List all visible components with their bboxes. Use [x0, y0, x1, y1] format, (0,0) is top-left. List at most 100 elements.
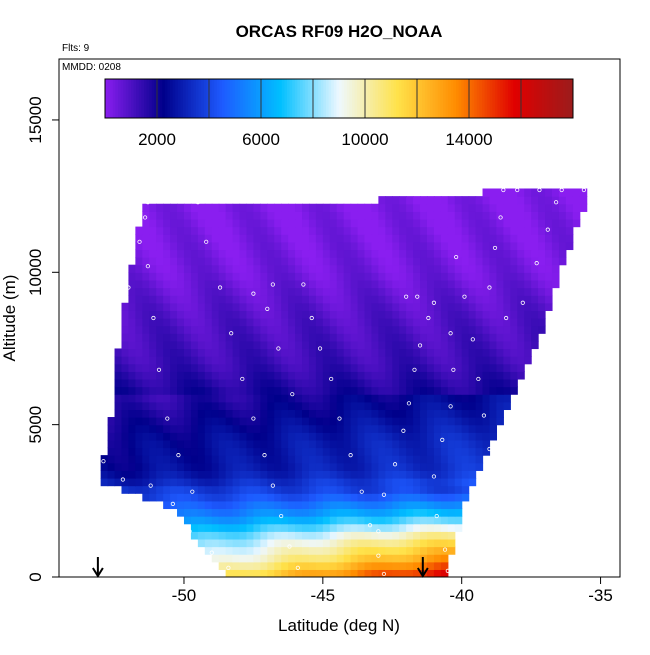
heatmap-cell	[253, 561, 261, 570]
heatmap-cell	[413, 493, 421, 502]
heatmap-cell	[322, 516, 331, 525]
heatmap-cell	[197, 318, 206, 327]
heatmap-cell	[503, 234, 511, 243]
heatmap-cell	[197, 249, 206, 258]
heatmap-cell	[551, 188, 560, 197]
heatmap-cell	[426, 417, 435, 426]
heatmap-cell	[461, 363, 470, 372]
heatmap-cell	[183, 417, 192, 426]
heatmap-cell	[302, 333, 310, 342]
heatmap-cell	[246, 500, 254, 510]
flight-track-point	[401, 428, 406, 433]
heatmap-cell	[538, 287, 546, 296]
heatmap-cell	[163, 340, 171, 350]
heatmap-cell	[329, 447, 338, 456]
heatmap-cell	[447, 348, 456, 357]
y-tick-label: 10000	[26, 249, 45, 296]
heatmap-cell	[468, 401, 477, 411]
heatmap-cell	[239, 295, 248, 304]
heatmap-cell	[156, 348, 164, 357]
heatmap-cell	[378, 401, 386, 411]
heatmap-cell	[364, 203, 373, 212]
heatmap-cell	[329, 333, 338, 342]
heatmap-cell	[204, 523, 213, 532]
heatmap-cell	[239, 439, 248, 449]
heatmap-cell	[156, 264, 164, 273]
heatmap-cell	[357, 516, 366, 525]
heatmap-cell	[177, 325, 185, 334]
heatmap-cell	[308, 417, 317, 426]
heatmap-cell	[225, 310, 234, 319]
heatmap-cell	[315, 493, 324, 502]
heatmap-cell	[281, 272, 289, 281]
heatmap-cell	[420, 546, 428, 555]
heatmap-cell	[531, 325, 539, 334]
heatmap-cell	[190, 447, 199, 456]
heatmap-cell	[142, 401, 150, 411]
heatmap-cell	[163, 218, 171, 228]
heatmap-cell	[510, 378, 518, 388]
heatmap-cell	[211, 493, 220, 502]
heatmap-cell	[336, 378, 345, 388]
heatmap-cell	[232, 264, 241, 273]
heatmap-cell	[371, 378, 379, 388]
heatmap-cell	[558, 218, 567, 228]
heatmap-cell	[531, 264, 539, 273]
heatmap-cell	[253, 447, 261, 456]
colorbar-swatch	[552, 79, 556, 118]
heatmap-cell	[392, 272, 400, 281]
heatmap-cell	[211, 203, 220, 212]
chart-title: ORCAS RF09 H2O_NOAA	[236, 22, 443, 41]
heatmap-cell	[371, 340, 379, 350]
heatmap-cell	[385, 302, 393, 311]
heatmap-cell	[218, 211, 227, 220]
heatmap-cell	[288, 272, 296, 281]
heatmap-cell	[538, 188, 546, 197]
heatmap-cell	[246, 569, 254, 577]
heatmap-cell	[433, 477, 442, 487]
colorbar-swatch	[188, 79, 192, 118]
heatmap-cell	[204, 325, 213, 334]
heatmap-cell	[385, 516, 393, 525]
heatmap-cell	[163, 348, 171, 357]
heatmap-cell	[329, 538, 338, 548]
heatmap-cell	[447, 523, 456, 532]
heatmap-cell	[211, 226, 220, 235]
heatmap-cell	[385, 363, 393, 372]
colorbar-swatch	[294, 79, 298, 118]
heatmap-cell	[364, 272, 373, 281]
heatmap-cell	[461, 455, 470, 464]
heatmap-cell	[378, 470, 386, 479]
heatmap-cell	[135, 279, 143, 289]
heatmap-cell	[156, 257, 164, 266]
heatmap-cell	[177, 257, 185, 266]
heatmap-cell	[454, 295, 463, 304]
heatmap-cell	[399, 531, 407, 540]
heatmap-cell	[406, 249, 414, 258]
colorbar-swatch	[432, 79, 436, 118]
heatmap-cell	[225, 531, 234, 540]
heatmap-cell	[204, 333, 213, 342]
heatmap-cell	[308, 348, 317, 357]
heatmap-cell	[260, 295, 268, 304]
heatmap-cell	[329, 234, 338, 243]
heatmap-cell	[163, 287, 171, 296]
heatmap-cell	[253, 386, 261, 395]
flight-track-point	[515, 187, 520, 193]
heatmap-cell	[482, 363, 491, 372]
heatmap-cell	[433, 295, 442, 304]
heatmap-cell	[371, 394, 379, 403]
heatmap-cell	[232, 432, 241, 441]
heatmap-cell	[177, 470, 185, 479]
heatmap-cell	[253, 203, 261, 212]
heatmap-cell	[170, 447, 178, 456]
heatmap-cell	[288, 538, 296, 548]
heatmap-cell	[524, 272, 532, 281]
heatmap-cell	[551, 226, 560, 235]
heatmap-cell	[288, 310, 296, 319]
heatmap-cell	[204, 356, 213, 365]
heatmap-cell	[440, 538, 449, 548]
heatmap-cell	[468, 196, 477, 205]
heatmap-cell	[281, 432, 289, 441]
heatmap-cell	[274, 279, 282, 289]
